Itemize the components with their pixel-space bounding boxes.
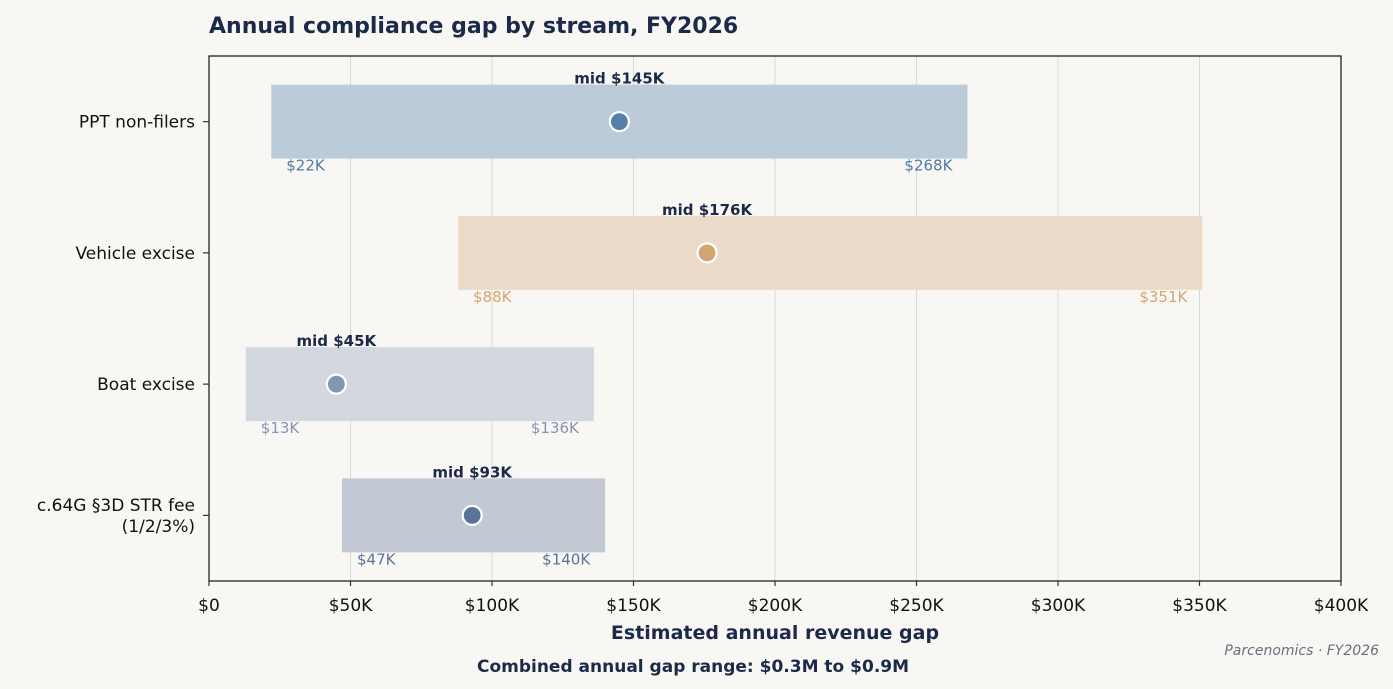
midpoint-label: mid $45K <box>297 332 378 350</box>
chart-title: Annual compliance gap by stream, FY2026 <box>209 14 738 39</box>
midpoint-dot <box>325 373 347 395</box>
category-label: Boat excise <box>97 375 195 395</box>
x-tick-label: $50K <box>329 596 373 616</box>
summary-text: Combined annual gap range: $0.3M to $0.9… <box>477 657 909 677</box>
category-label: c.64G §3D STR fee <box>37 496 195 516</box>
low-value-label: $47K <box>357 550 397 568</box>
x-axis-label: Estimated annual revenue gap <box>611 622 939 644</box>
low-value-label: $88K <box>473 288 513 306</box>
x-axis-ticks: $0 $50K $100K $150K $200K $250K $300K $350K $400… <box>198 581 1369 616</box>
range-bar <box>245 347 594 422</box>
high-value-label: $268K <box>904 157 953 175</box>
x-tick-label: $350K <box>1172 596 1227 616</box>
category-label: (1/2/3%) <box>122 517 195 537</box>
range-bar <box>458 215 1203 290</box>
midpoint-label: mid $93K <box>432 463 513 481</box>
x-tick-label: $400K <box>1314 596 1369 616</box>
x-tick-label: $100K <box>465 596 520 616</box>
high-value-label: $351K <box>1139 288 1188 306</box>
x-tick-label: $250K <box>889 596 944 616</box>
category-label: PPT non-filers <box>79 113 195 133</box>
midpoint-label: mid $176K <box>662 201 753 219</box>
category-label: Vehicle excise <box>75 244 195 264</box>
x-tick-label: $150K <box>606 596 661 616</box>
source-credit: Parcenomics · FY2026 <box>1224 643 1379 659</box>
low-value-label: $13K <box>261 419 301 437</box>
midpoint-dot <box>608 111 630 133</box>
x-tick-label: $200K <box>748 596 803 616</box>
high-value-label: $136K <box>531 419 580 437</box>
x-tick-label: $300K <box>1031 596 1086 616</box>
midpoint-dot <box>696 242 718 264</box>
low-value-label: $22K <box>286 157 326 175</box>
range-bars: mid $145K $22K $268K mid $176K $88K $351K mid … <box>245 70 1203 568</box>
y-axis-ticks: PPT non-filers Vehicle excise Boat excise c… <box>37 113 209 537</box>
midpoint-label: mid $145K <box>574 70 665 88</box>
midpoint-dot <box>461 504 483 526</box>
high-value-label: $140K <box>542 550 591 568</box>
x-tick-label: $0 <box>198 596 220 616</box>
